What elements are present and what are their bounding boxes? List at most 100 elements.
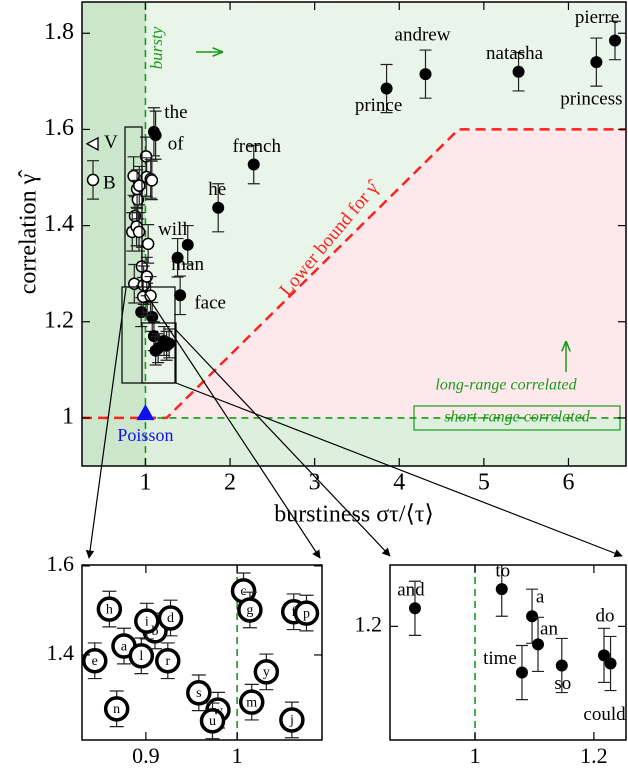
point-label: V: [104, 132, 118, 153]
point-label: B: [103, 172, 116, 193]
point-label: b: [152, 624, 159, 639]
point-label: c: [240, 584, 246, 599]
zoom-arrow: [85, 287, 127, 559]
point-label: f: [291, 605, 296, 620]
data-point: [171, 251, 184, 264]
point-label: s: [196, 686, 201, 701]
data-point: [103, 696, 130, 722]
plot-frame: [81, 564, 323, 741]
point-label: and: [397, 580, 425, 601]
data-point: [526, 610, 539, 623]
data-point: [141, 237, 155, 251]
zoom-arrow: [175, 329, 391, 557]
x-tick-label: 4: [393, 470, 405, 496]
annotation: long-range correlated: [435, 377, 577, 394]
data-point: [199, 708, 226, 734]
x-tick-label: 2: [224, 470, 236, 496]
point-label: pierre: [575, 7, 619, 28]
data-point: [155, 647, 181, 674]
y-tick-label: 1.4: [47, 640, 75, 665]
point-label: time: [483, 648, 517, 669]
data-point: [408, 602, 421, 615]
data-point: [253, 659, 280, 685]
panel: 1 1.2 1.2 and to a an time so do could: [355, 561, 627, 768]
point-label: of: [168, 134, 185, 155]
point-label: r: [165, 654, 170, 669]
point-label: i: [145, 614, 149, 629]
panel: 0.9 1 1.4 1.6 h a e lbi d r n swu cg f p ym j: [47, 551, 323, 768]
data-point: [279, 707, 305, 733]
data-point: [136, 404, 155, 421]
point-label: prince: [355, 95, 402, 116]
data-point: [419, 68, 432, 81]
data-point: [181, 238, 194, 251]
y-tick-label: 1.8: [44, 19, 74, 45]
data-point: [128, 643, 155, 669]
point-label: could: [583, 704, 626, 725]
x-tick-label: 1: [139, 470, 151, 496]
background: [390, 565, 626, 740]
point-label: do: [596, 606, 615, 627]
point-label: natasha: [486, 43, 544, 64]
lower-bound-region: [166, 129, 626, 418]
data-point: [86, 173, 100, 187]
point-label: j: [289, 713, 294, 728]
plot-area: [82, 2, 626, 466]
data-point: [85, 136, 99, 151]
data-point: [515, 666, 528, 679]
data-point: [380, 82, 393, 95]
point-label: princess: [560, 88, 622, 109]
data-point: [512, 65, 525, 78]
data-point: [238, 689, 265, 715]
point-label: w: [213, 703, 224, 718]
data-point: [146, 310, 159, 323]
zoom-box: [141, 322, 177, 384]
x-tick-label: 3: [309, 470, 321, 496]
data-point: [96, 596, 123, 622]
point-label: andrew: [395, 24, 451, 45]
x-tick-label: 0.9: [132, 743, 160, 768]
x-axis-label: burstiness στ/⟨τ⟩: [274, 502, 434, 528]
data-point: [598, 649, 611, 662]
plot-area: [390, 565, 626, 740]
data-point: [134, 608, 160, 634]
data-point: [132, 225, 146, 239]
annotation: short-range correlated: [444, 409, 591, 426]
y-tick-label: 1.2: [355, 611, 383, 636]
point-label: h: [106, 602, 113, 617]
y-tick-label: 1: [62, 403, 74, 429]
data-point: [495, 583, 508, 596]
short-range-region: [145, 417, 626, 466]
x-tick-label: 1: [232, 743, 243, 768]
data-point: [590, 56, 603, 69]
data-point: [604, 657, 617, 670]
data-point: [293, 600, 320, 626]
lower-bound-line: [82, 128, 626, 420]
y-tick-label: 1.4: [44, 211, 74, 237]
point-label: l: [139, 649, 143, 664]
point-label: n: [113, 702, 120, 717]
point-label: p: [303, 606, 310, 621]
data-point: [212, 201, 225, 214]
data-point: [186, 680, 212, 706]
data-point: [174, 289, 187, 302]
point-label: the: [164, 102, 187, 123]
point-label: a: [121, 639, 128, 654]
point-label: face: [194, 293, 226, 314]
zoom-arrow: [175, 382, 623, 558]
point-label: Poisson: [117, 425, 173, 445]
data-point: [532, 638, 545, 651]
point-label: so: [554, 673, 571, 694]
data-point: [237, 597, 263, 623]
data-point: [157, 605, 184, 631]
plot-frame: [81, 1, 627, 467]
point-label: y: [263, 665, 270, 680]
point-label: g: [246, 603, 253, 618]
point-label: man: [171, 254, 204, 275]
point-label: u: [209, 714, 216, 729]
point-label: to: [495, 561, 510, 582]
point-label: an: [540, 619, 558, 640]
